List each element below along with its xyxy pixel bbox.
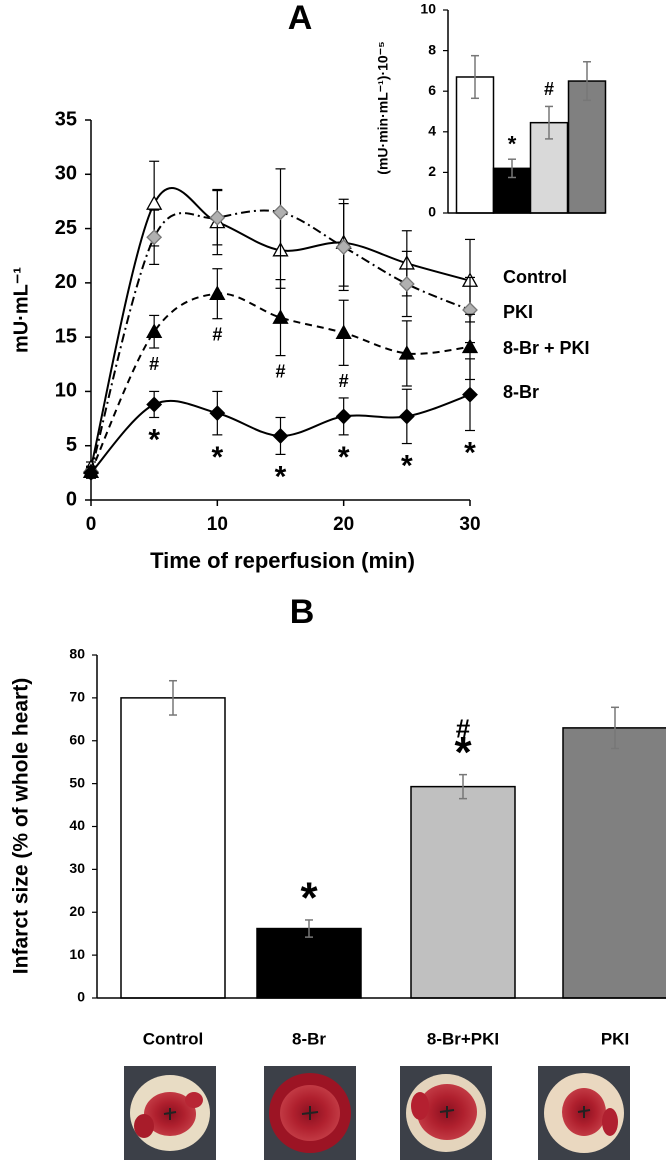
heart-photos xyxy=(124,1066,630,1160)
y-tick-label: 50 xyxy=(69,774,85,790)
heart-photo xyxy=(538,1066,630,1160)
x-tick-label: PKI xyxy=(601,1029,629,1048)
y-tick-label: 15 xyxy=(55,325,77,347)
y-tick-label: 8 xyxy=(428,41,436,57)
annotation: * xyxy=(148,423,160,456)
y-tick-label: 4 xyxy=(428,123,436,139)
data-point xyxy=(335,239,352,255)
annotation: # xyxy=(544,79,554,99)
data-point xyxy=(209,209,226,226)
y-tick-label: 25 xyxy=(55,217,77,239)
annotation: # xyxy=(456,714,471,744)
data-point xyxy=(146,396,163,413)
x-tick-label: 20 xyxy=(333,514,354,535)
data-point xyxy=(146,323,163,338)
x-tick-label: Control xyxy=(143,1029,203,1048)
legend-label: 8-Br xyxy=(503,382,539,402)
y-tick-label: 35 xyxy=(55,108,77,130)
annotation: # xyxy=(149,354,159,374)
data-point xyxy=(462,386,478,403)
y-tick-label: 6 xyxy=(428,82,436,98)
data-point xyxy=(272,204,289,221)
bar xyxy=(455,76,495,214)
x-tick-label: 8-Br xyxy=(292,1029,326,1048)
bar xyxy=(256,927,362,999)
y-tick-label: 10 xyxy=(420,1,436,17)
bar xyxy=(567,80,607,214)
y-tick-label: 40 xyxy=(69,817,85,833)
data-point xyxy=(272,309,289,324)
annotation: * xyxy=(211,441,223,474)
y-tick-label: 2 xyxy=(428,163,436,179)
data-point xyxy=(335,324,352,340)
x-tick-label: 0 xyxy=(86,514,97,535)
series-line xyxy=(90,209,471,473)
legend-label: Control xyxy=(503,267,567,287)
legend-label: PKI xyxy=(503,302,533,322)
y-tick-label: 30 xyxy=(69,860,85,876)
annotation: # xyxy=(212,324,222,344)
x-tick-label: 30 xyxy=(459,514,480,535)
bar xyxy=(562,727,666,999)
x-tick-label: 8-Br+PKI xyxy=(427,1029,499,1048)
data-point xyxy=(83,464,99,481)
panel-title: A xyxy=(288,0,313,37)
annotation: # xyxy=(275,361,285,381)
data-point xyxy=(272,428,289,444)
y-tick-label: 10 xyxy=(55,380,77,402)
y-tick-label: 80 xyxy=(69,646,85,662)
data-point xyxy=(335,408,352,425)
series-line xyxy=(90,292,471,473)
data-point xyxy=(209,405,226,422)
y-tick-label: 30 xyxy=(55,163,77,185)
heart-photo xyxy=(264,1066,356,1160)
bar xyxy=(410,785,516,999)
data-point xyxy=(398,345,415,360)
heart-photo xyxy=(400,1066,492,1160)
x-tick-label: 10 xyxy=(207,514,228,535)
series-line xyxy=(90,187,471,468)
x-axis-label: Time of reperfusion (min) xyxy=(150,548,415,573)
annotation: * xyxy=(300,874,318,923)
annotation: # xyxy=(339,371,349,391)
y-tick-label: 10 xyxy=(69,946,85,962)
panel-title: B xyxy=(290,593,315,631)
data-point xyxy=(209,285,226,300)
y-tick-label: 20 xyxy=(69,903,85,919)
data-point xyxy=(398,276,415,292)
heart-photo xyxy=(124,1066,216,1160)
annotation: * xyxy=(454,728,472,777)
annotation: * xyxy=(401,449,413,482)
y-axis-label: (mU·min·mL⁻¹)·10⁻⁵ xyxy=(375,41,391,174)
y-tick-label: 0 xyxy=(66,488,77,510)
annotation: * xyxy=(275,460,287,493)
y-tick-label: 0 xyxy=(77,989,85,1005)
data-point xyxy=(146,195,163,210)
annotation: * xyxy=(508,132,517,157)
annotation: * xyxy=(464,436,476,469)
y-axis-label: mU·mL⁻¹ xyxy=(10,267,32,353)
y-tick-label: 0 xyxy=(428,204,436,220)
data-point xyxy=(398,408,415,425)
legend-label: 8-Br + PKI xyxy=(503,338,590,358)
y-axis-label: Infarct size (% of whole heart) xyxy=(10,678,33,974)
y-tick-label: 5 xyxy=(66,434,77,456)
data-point xyxy=(146,229,163,246)
y-tick-label: 60 xyxy=(69,731,85,747)
y-tick-label: 70 xyxy=(69,689,85,705)
annotation: * xyxy=(338,441,350,474)
bar xyxy=(120,697,226,999)
y-tick-label: 20 xyxy=(55,271,77,293)
data-point xyxy=(461,338,479,354)
